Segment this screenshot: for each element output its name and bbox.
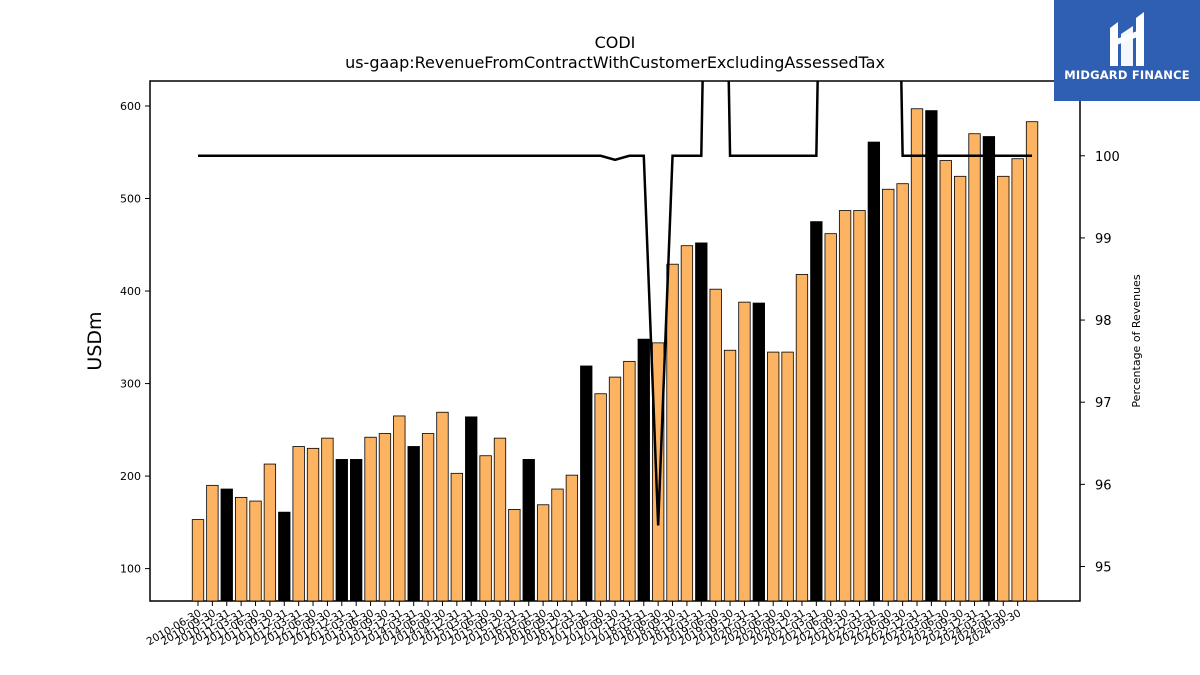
bar-2013-06-30 [364, 436, 377, 601]
bar-2019-06-30 [709, 288, 722, 601]
bar-2016-12-31 [565, 474, 579, 601]
bar-2022-03-31 [867, 141, 881, 601]
bar-2021-03-31 [810, 221, 823, 601]
bar-2014-12-31 [450, 472, 463, 601]
bar-2015-12-31 [508, 508, 521, 601]
bar-2010-06-30 [191, 519, 205, 601]
y2-tick-label-95: 95 [1095, 560, 1112, 575]
bar-2023-12-31 [968, 133, 981, 601]
right-y-axis: 95 96 97 98 99 100 [1080, 150, 1120, 575]
bar-2015-06-30 [479, 455, 492, 601]
y2-tick-label-96: 96 [1095, 478, 1112, 493]
y2-tick-label-99: 99 [1095, 232, 1112, 247]
bar-2016-09-30 [551, 488, 564, 601]
bar-2018-03-31 [637, 338, 650, 601]
bar-2012-03-31 [292, 446, 305, 601]
bar-2017-12-31 [623, 360, 636, 601]
bar-2022-06-30 [882, 188, 895, 601]
bar-2018-12-31 [680, 245, 694, 601]
bar-2020-03-31 [752, 302, 765, 601]
bar-2021-09-30 [838, 210, 852, 601]
bar-2011-12-31 [278, 511, 291, 601]
chart-subtitle-metric: us-gaap:RevenueFromContractWithCustomerE… [345, 53, 885, 72]
bar-2019-12-31 [738, 301, 751, 601]
bar-2011-06-30 [249, 500, 262, 601]
bar-2020-06-30 [767, 351, 780, 601]
bar-2014-06-30 [421, 433, 435, 601]
bar-2012-12-31 [335, 459, 348, 601]
left-y-axis: 100 200 300 400 500 600 [120, 100, 150, 576]
bar-2018-09-30 [666, 263, 679, 601]
bar-2023-06-30 [939, 160, 952, 601]
logo-text: MIDGARD FINANCE [1064, 68, 1190, 82]
y2-tick-label-97: 97 [1095, 396, 1112, 411]
bar-2024-09-30 [1011, 158, 1024, 601]
y-tick-label-300: 300 [120, 378, 141, 391]
y-tick-label-500: 500 [120, 193, 141, 206]
bar-2016-03-31 [522, 459, 535, 601]
y-tick-label-400: 400 [120, 285, 141, 298]
percentage-line-layer [198, 81, 1033, 526]
bar-2017-03-31 [580, 365, 593, 601]
percentage-of-revenues-line [198, 81, 1033, 526]
bar-series [191, 108, 1039, 601]
midgard-logo-icon [1110, 12, 1144, 66]
bar-2023-03-31 [925, 110, 938, 601]
y-axis-label: USDm [84, 311, 106, 370]
bar-2021-12-31 [853, 210, 866, 601]
bar-2015-09-30 [493, 437, 507, 601]
bar-2013-03-31 [350, 459, 363, 601]
y2-tick-label-98: 98 [1095, 314, 1112, 329]
bar-2024-03-31 [982, 136, 996, 601]
bar-2014-09-30 [436, 411, 449, 601]
bar-2014-03-31 [407, 446, 420, 601]
bar-2016-06-30 [536, 504, 550, 601]
bar-2019-03-31 [695, 242, 708, 601]
bar-2010-09-30 [206, 484, 219, 601]
bar-2011-03-31 [234, 496, 248, 601]
y-tick-label-600: 600 [120, 100, 141, 113]
bar-2017-06-30 [594, 393, 607, 601]
bar-2010-12-31 [220, 488, 233, 601]
bar-2020-09-30 [781, 351, 794, 601]
bar-2015-03-31 [465, 416, 478, 601]
y-tick-label-100: 100 [120, 563, 141, 576]
y2-axis-label: Percentage of Revenues [1130, 274, 1143, 407]
bar-2022-12-31 [910, 108, 924, 601]
y2-tick-label-100: 100 [1095, 150, 1120, 165]
bar-2012-06-30 [306, 447, 320, 601]
bar-2013-12-31 [393, 415, 406, 601]
bar-2011-09-30 [263, 463, 277, 601]
bar-2021-06-30 [824, 233, 837, 601]
bar-2012-09-30 [321, 437, 334, 601]
bar-2022-09-30 [896, 183, 909, 601]
bar-2024-06-30 [997, 175, 1010, 601]
bar-2013-09-30 [378, 433, 392, 601]
bar-2019-09-30 [723, 349, 737, 601]
bar-extra-58 [1025, 121, 1039, 601]
x-axis: 2010-06-302010-09-302010-12-312011-03-31… [145, 601, 1023, 648]
y-tick-label-200: 200 [120, 470, 141, 483]
bar-2018-06-30 [652, 342, 665, 601]
midgard-finance-logo: MIDGARD FINANCE [1054, 0, 1200, 101]
bar-2020-12-31 [795, 273, 809, 601]
bar-2023-09-30 [953, 175, 967, 601]
bar-2017-09-30 [608, 376, 622, 601]
chart-title-ticker: CODI [594, 33, 636, 52]
